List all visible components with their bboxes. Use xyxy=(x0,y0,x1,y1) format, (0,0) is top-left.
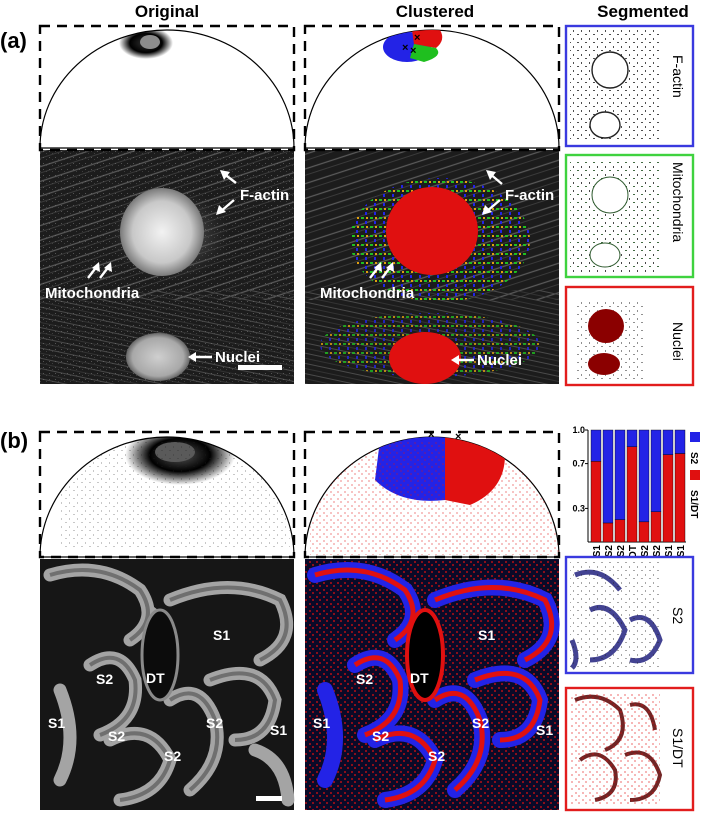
bar-category-label: S2 xyxy=(640,545,651,558)
bar-s1dt-0 xyxy=(590,461,602,543)
segmented-factin xyxy=(564,24,695,148)
original-a-micrograph xyxy=(40,150,294,384)
header-segmented: Segmented xyxy=(597,2,689,21)
region-label-s2-b-clustered: S2 xyxy=(372,728,389,744)
legend-label-0: S2 xyxy=(688,452,699,465)
segmented-mitochondria xyxy=(564,153,695,279)
svg-text:×: × xyxy=(414,32,420,44)
bar-s1dt-2 xyxy=(614,519,626,543)
bar-category-label: S2 xyxy=(616,545,627,558)
svg-text:×: × xyxy=(402,42,408,54)
segmented-label-s1dt: S1/DT xyxy=(670,728,686,768)
label-mito-original: Mitochondria xyxy=(45,285,140,302)
region-label-s1-c-clustered: S1 xyxy=(536,722,553,738)
bar-s2-2 xyxy=(614,429,626,520)
bar-s1dt-7 xyxy=(674,453,686,543)
bar-category-label: S1 xyxy=(592,545,603,558)
bar-s2-6 xyxy=(662,429,674,455)
bar-s2-4 xyxy=(638,429,650,523)
region-label-s2-d-clustered: S2 xyxy=(428,748,445,764)
bar-s1dt-4 xyxy=(638,521,650,543)
segmented-s1dt xyxy=(564,686,695,812)
region-label-s2-a: S2 xyxy=(96,671,113,687)
bar-category-label: DT xyxy=(628,545,639,558)
bar-s1dt-3 xyxy=(626,446,638,543)
bar-s2-5 xyxy=(650,429,662,512)
region-label-s1-c: S1 xyxy=(270,722,287,738)
clustered-a-scatter-plot: × × × xyxy=(304,29,560,149)
label-nuclei-original: Nuclei xyxy=(215,349,260,366)
bar-category-label: S2 xyxy=(604,545,615,558)
segmented-nuclei xyxy=(564,285,695,387)
scale-bar-a xyxy=(238,365,282,370)
segmented-label-factin: F-actin xyxy=(670,55,686,98)
header-original: Original xyxy=(134,2,200,21)
y-tick-label: 0.3 xyxy=(572,503,585,513)
panel-label-b: (b) xyxy=(0,428,29,453)
y-tick-label: 0.7 xyxy=(572,459,585,469)
bar-category-label: S2 xyxy=(652,545,663,558)
bar-s1dt-5 xyxy=(650,511,662,543)
bar-category-label: S1 xyxy=(676,545,687,558)
original-a-scatter-plot xyxy=(39,29,295,149)
region-label-dt-clustered: DT xyxy=(410,670,429,686)
bar-s2-3 xyxy=(626,429,638,447)
frame-original-a xyxy=(38,24,296,152)
clustered-a-micrograph xyxy=(305,150,559,384)
panel-label-a: (a) xyxy=(0,28,27,53)
label-mito-clustered: Mitochondria xyxy=(320,285,415,302)
original-b-micrograph xyxy=(40,559,295,810)
region-label-s2-c-clustered: S2 xyxy=(472,715,489,731)
frame-clustered-a xyxy=(303,24,561,152)
bar-category-label: S1 xyxy=(664,545,675,558)
segmented-label-mitochondria: Mitochondria xyxy=(670,162,686,242)
label-factin-clustered: F-actin xyxy=(505,187,554,204)
svg-text:×: × xyxy=(410,45,416,57)
clustered-b-micrograph xyxy=(305,559,560,810)
label-nuclei-clustered: Nuclei xyxy=(477,352,522,369)
region-label-s1-b: S1 xyxy=(48,715,65,731)
cluster-red xyxy=(412,30,443,48)
clustered-nucleus-lower xyxy=(389,332,461,384)
svg-text:×: × xyxy=(455,431,461,443)
scale-bar-b xyxy=(256,796,282,801)
bar-s1dt-6 xyxy=(662,454,674,543)
legend-swatch-0 xyxy=(690,432,700,442)
region-label-s2-a-clustered: S2 xyxy=(356,671,373,687)
cluster-green xyxy=(410,44,439,62)
original-b-scatter-plot xyxy=(39,436,295,558)
region-label-s1-a-clustered: S1 xyxy=(478,627,495,643)
region-label-s1-a: S1 xyxy=(213,627,230,643)
region-label-s2-c: S2 xyxy=(206,715,223,731)
nucleus-upper xyxy=(120,188,204,276)
region-label-dt: DT xyxy=(146,670,165,686)
bar-s2-7 xyxy=(674,429,686,454)
svg-text:×: × xyxy=(428,429,434,441)
y-tick-label: 1.0 xyxy=(572,425,585,435)
bar-s1dt-1 xyxy=(602,522,614,543)
bar-s2-0 xyxy=(590,429,602,462)
segmented-label-nuclei: Nuclei xyxy=(670,322,686,361)
bar-s2-1 xyxy=(602,429,614,524)
segmented-label-s2: S2 xyxy=(670,607,686,624)
region-label-s1-b-clustered: S1 xyxy=(313,715,330,731)
segmented-s2 xyxy=(564,555,695,675)
region-label-s2-d: S2 xyxy=(164,748,181,764)
original-a-arrowheads xyxy=(92,170,230,362)
frame-clustered-b xyxy=(303,430,561,559)
header-clustered: Clustered xyxy=(395,2,475,21)
label-factin-original: F-actin xyxy=(240,187,289,204)
region-label-s2-b: S2 xyxy=(108,728,125,744)
nucleus-lower xyxy=(126,333,190,381)
legend-swatch-1 xyxy=(690,470,700,480)
clustered-nucleus-upper xyxy=(386,187,478,275)
legend-label-1: S1/DT xyxy=(688,490,699,518)
frame-original-b xyxy=(38,430,296,559)
clustered-b-scatter-plot: × × xyxy=(304,429,560,558)
